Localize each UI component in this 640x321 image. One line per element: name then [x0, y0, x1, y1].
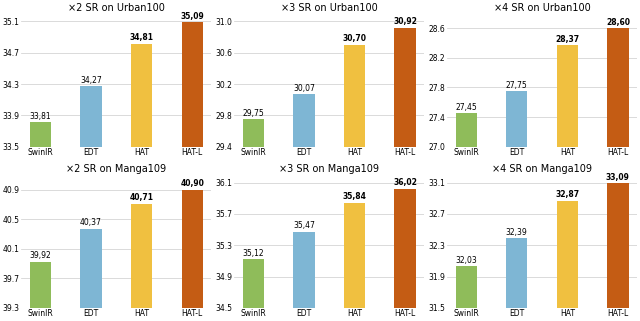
Bar — [506, 91, 527, 147]
Text: 27,45: 27,45 — [455, 103, 477, 112]
Bar — [557, 201, 578, 308]
Text: 35,12: 35,12 — [243, 249, 264, 258]
Bar — [30, 262, 51, 308]
Bar — [344, 45, 365, 147]
Bar — [131, 204, 152, 308]
Text: 34,27: 34,27 — [80, 76, 102, 85]
Bar — [394, 28, 416, 147]
Text: 35,47: 35,47 — [293, 221, 315, 230]
Bar — [30, 122, 51, 147]
Bar — [182, 189, 203, 308]
Title: ×2 SR on Urban100: ×2 SR on Urban100 — [68, 3, 164, 13]
Text: 32,03: 32,03 — [455, 256, 477, 265]
Text: 32,87: 32,87 — [556, 190, 579, 199]
Text: 36,02: 36,02 — [393, 178, 417, 187]
Bar — [81, 229, 102, 308]
Title: ×2 SR on Manga109: ×2 SR on Manga109 — [67, 164, 166, 174]
Text: 30,92: 30,92 — [393, 17, 417, 26]
Bar — [506, 238, 527, 308]
Bar — [81, 86, 102, 147]
Bar — [607, 183, 628, 308]
Text: 34,81: 34,81 — [130, 33, 154, 42]
Text: 30,70: 30,70 — [342, 34, 367, 43]
Title: ×4 SR on Urban100: ×4 SR on Urban100 — [493, 3, 591, 13]
Text: 40,37: 40,37 — [80, 218, 102, 227]
Bar — [456, 113, 477, 147]
Text: 35,84: 35,84 — [342, 192, 367, 201]
Text: 40,71: 40,71 — [130, 193, 154, 202]
Text: 32,39: 32,39 — [506, 228, 527, 237]
Bar — [344, 203, 365, 308]
Title: ×3 SR on Manga109: ×3 SR on Manga109 — [279, 164, 379, 174]
Title: ×4 SR on Manga109: ×4 SR on Manga109 — [492, 164, 592, 174]
Text: 40,90: 40,90 — [180, 179, 204, 188]
Bar — [243, 259, 264, 308]
Bar — [131, 44, 152, 147]
Text: 27,75: 27,75 — [506, 81, 527, 90]
Text: 33,81: 33,81 — [29, 112, 51, 121]
Title: ×3 SR on Urban100: ×3 SR on Urban100 — [281, 3, 378, 13]
Text: 28,37: 28,37 — [556, 35, 579, 44]
Bar — [557, 45, 578, 147]
Bar — [293, 94, 314, 147]
Text: 28,60: 28,60 — [606, 18, 630, 27]
Bar — [182, 22, 203, 147]
Text: 35,09: 35,09 — [180, 12, 204, 21]
Bar — [607, 28, 628, 147]
Bar — [243, 119, 264, 147]
Bar — [456, 266, 477, 308]
Text: 30,07: 30,07 — [293, 83, 315, 92]
Bar — [293, 232, 314, 308]
Text: 39,92: 39,92 — [29, 251, 51, 260]
Bar — [394, 189, 416, 308]
Text: 33,09: 33,09 — [606, 173, 630, 182]
Text: 29,75: 29,75 — [243, 108, 264, 117]
